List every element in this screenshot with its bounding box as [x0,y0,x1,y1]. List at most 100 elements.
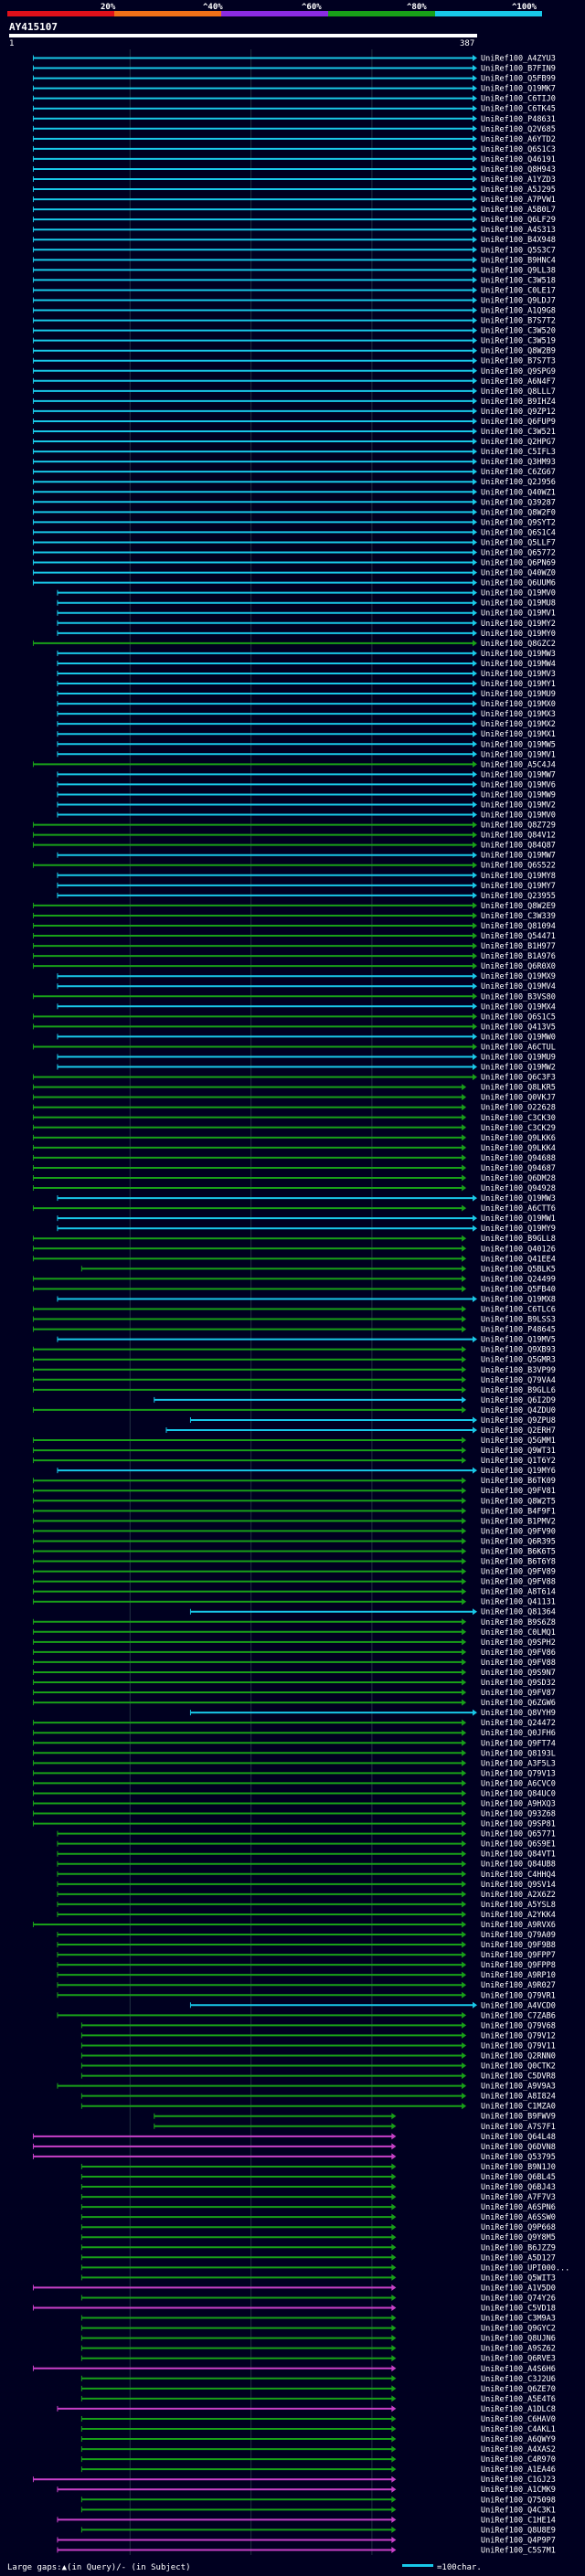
hit-row[interactable]: UniRef100_Q19MW7 [57,852,556,861]
hit-row[interactable]: UniRef100_Q19MW1 [57,1214,556,1224]
hit-row[interactable]: UniRef100_Q5GMM1 [32,1436,556,1446]
hit-row[interactable]: UniRef100_Q9ZP12 [32,408,556,417]
hit-row[interactable]: UniRef100_Q2V685 [32,125,556,134]
hit-row[interactable]: UniRef100_Q19MX3 [57,710,556,719]
hit-row[interactable]: UniRef100_Q94688 [32,1154,556,1163]
hit-row[interactable]: UniRef100_Q9SPH2 [32,1638,556,1648]
hit-row[interactable]: UniRef100_Q19MV1 [57,610,556,619]
hit-row[interactable]: UniRef100_Q19MX0 [57,700,556,709]
hit-row[interactable]: UniRef100_Q6ZGW6 [32,1699,556,1708]
hit-row[interactable]: UniRef100_Q6PN69 [32,559,556,568]
hit-row[interactable]: UniRef100_Q41131 [32,1598,556,1607]
hit-row[interactable]: UniRef100_Q79VA4 [32,1376,556,1385]
hit-row[interactable]: UniRef100_Q19MV2 [57,801,556,811]
hit-row[interactable]: UniRef100_Q19MW9 [57,790,556,800]
hit-row[interactable]: UniRef100_B6T6Y8 [32,1558,556,1567]
hit-row[interactable]: UniRef100_Q19MY2 [57,620,556,629]
hit-row[interactable]: UniRef100_Q19MX8 [57,1295,556,1304]
hit-row[interactable]: UniRef100_Q19MV1 [57,750,556,759]
hit-row[interactable]: UniRef100_B9N1J0 [80,2163,556,2172]
hit-row[interactable]: UniRef100_Q8193L [32,1749,556,1758]
hit-row[interactable]: UniRef100_Q19MV3 [57,670,556,679]
hit-row[interactable]: UniRef100_Q8W2T5 [32,1497,556,1506]
hit-row[interactable]: UniRef100_C5IFL3 [32,448,556,457]
hit-row[interactable]: UniRef100_Q0VKJ7 [32,1094,556,1103]
hit-row[interactable]: UniRef100_Q9LDJ7 [32,296,556,305]
hit-row[interactable]: UniRef100_Q53795 [32,2153,556,2162]
hit-row[interactable]: UniRef100_Q84V12 [32,832,556,841]
hit-row[interactable]: UniRef100_Q6LF29 [32,216,556,225]
hit-row[interactable]: UniRef100_B1A976 [32,952,556,961]
hit-row[interactable]: UniRef100_Q19MY0 [57,630,556,639]
hit-row[interactable]: UniRef100_Q9XB93 [32,1346,556,1355]
hit-row[interactable]: UniRef100_Q6UUM6 [32,579,556,588]
hit-row[interactable]: UniRef100_A4S313 [32,226,556,235]
hit-row[interactable]: UniRef100_Q9GYC2 [80,2325,556,2334]
hit-row[interactable]: UniRef100_Q19MY6 [57,1467,556,1476]
hit-row[interactable]: UniRef100_A6YTD2 [32,135,556,144]
hit-row[interactable]: UniRef100_A5C4J4 [32,760,556,769]
hit-row[interactable]: UniRef100_A1DLC8 [57,2405,556,2414]
hit-row[interactable]: UniRef100_C3W521 [32,428,556,437]
hit-row[interactable]: UniRef100_Q81364 [189,1608,556,1617]
hit-row[interactable]: UniRef100_Q94687 [32,1164,556,1173]
hit-row[interactable]: UniRef100_Q19MW2 [57,1064,556,1073]
hit-row[interactable]: UniRef100_Q19MV5 [57,1336,556,1345]
hit-row[interactable]: UniRef100_Q9WT31 [32,1447,556,1456]
hit-row[interactable]: UniRef100_A6N4F7 [32,377,556,387]
hit-row[interactable]: UniRef100_Q19MX4 [57,1002,556,1012]
hit-row[interactable]: UniRef100_Q79V11 [80,2041,556,2051]
hit-row[interactable]: UniRef100_Q81094 [32,922,556,931]
hit-row[interactable]: UniRef100_Q54471 [32,932,556,941]
hit-row[interactable]: UniRef100_Q6R0X0 [32,962,556,971]
hit-row[interactable]: UniRef100_Q9FV89 [32,1568,556,1577]
hit-row[interactable]: UniRef100_C1HE14 [57,2516,556,2525]
hit-row[interactable]: UniRef100_Q1T6Y2 [32,1457,556,1466]
hit-row[interactable]: UniRef100_Q6DVN8 [32,2143,556,2152]
hit-row[interactable]: UniRef100_A5J295 [32,186,556,195]
hit-row[interactable]: UniRef100_Q19MX2 [57,720,556,729]
hit-row[interactable]: UniRef100_A6CTUL [32,1043,556,1052]
hit-row[interactable]: UniRef100_Q41EE4 [32,1255,556,1264]
hit-row[interactable]: UniRef100_B7S7T2 [32,317,556,326]
hit-row[interactable]: UniRef100_B9FWV9 [154,2113,556,2122]
hit-row[interactable]: UniRef100_A2YKK4 [57,1911,556,1920]
hit-row[interactable]: UniRef100_C3W520 [32,327,556,336]
hit-row[interactable]: UniRef100_C3CK30 [32,1114,556,1123]
hit-row[interactable]: UniRef100_Q0CTK2 [80,2062,556,2072]
hit-row[interactable]: UniRef100_C5DVR8 [80,2072,556,2082]
hit-row[interactable]: UniRef100_O22628 [32,1104,556,1113]
hit-row[interactable]: UniRef100_Q23955 [57,892,556,901]
hit-row[interactable]: UniRef100_Q6FUP9 [32,418,556,427]
hit-row[interactable]: UniRef100_A1YZD3 [32,175,556,185]
hit-row[interactable]: UniRef100_Q19MU8 [57,599,556,609]
hit-row[interactable]: UniRef100_Q79V13 [32,1769,556,1778]
hit-row[interactable]: UniRef100_Q5FB40 [32,1285,556,1294]
hit-row[interactable]: UniRef100_Q5BLK5 [80,1265,556,1274]
hit-row[interactable]: UniRef100_Q8LKR5 [32,1084,556,1093]
hit-row[interactable]: UniRef100_Q9SPG9 [32,367,556,376]
hit-row[interactable]: UniRef100_Q9FPP7 [57,1951,556,1960]
hit-row[interactable]: UniRef100_Q9FPP8 [57,1961,556,1970]
hit-row[interactable]: UniRef100_UPI000... [80,2263,569,2273]
hit-row[interactable]: UniRef100_A7F7V3 [80,2193,556,2202]
hit-row[interactable]: UniRef100_Q19MU9 [57,690,556,699]
hit-row[interactable]: UniRef100_Q9SV14 [57,1881,556,1890]
hit-row[interactable]: UniRef100_Q8H943 [32,165,556,175]
hit-row[interactable]: UniRef100_Q9FV81 [32,1487,556,1496]
hit-row[interactable]: UniRef100_Q19MY8 [57,872,556,881]
hit-row[interactable]: UniRef100_A1CMK9 [57,2486,556,2495]
hit-row[interactable]: UniRef100_A7PVW1 [32,196,556,205]
hit-row[interactable]: UniRef100_Q8U8E9 [80,2526,556,2535]
hit-row[interactable]: UniRef100_A5YSL8 [57,1901,556,1910]
hit-row[interactable]: UniRef100_Q64L48 [32,2133,556,2142]
hit-row[interactable]: UniRef100_Q9F9B8 [57,1941,556,1950]
hit-row[interactable]: UniRef100_A1V5D0 [32,2284,556,2293]
hit-row[interactable]: UniRef100_B6JZZ9 [80,2243,556,2253]
hit-row[interactable]: UniRef100_C6ZG67 [32,468,556,477]
hit-row[interactable]: UniRef100_Q75098 [80,2496,556,2505]
hit-row[interactable]: UniRef100_A6SPN6 [80,2203,556,2212]
hit-row[interactable]: UniRef100_Q9SYT2 [32,518,556,527]
hit-row[interactable]: UniRef100_Q4P9P7 [57,2536,556,2545]
hit-row[interactable]: UniRef100_P48631 [32,115,556,124]
